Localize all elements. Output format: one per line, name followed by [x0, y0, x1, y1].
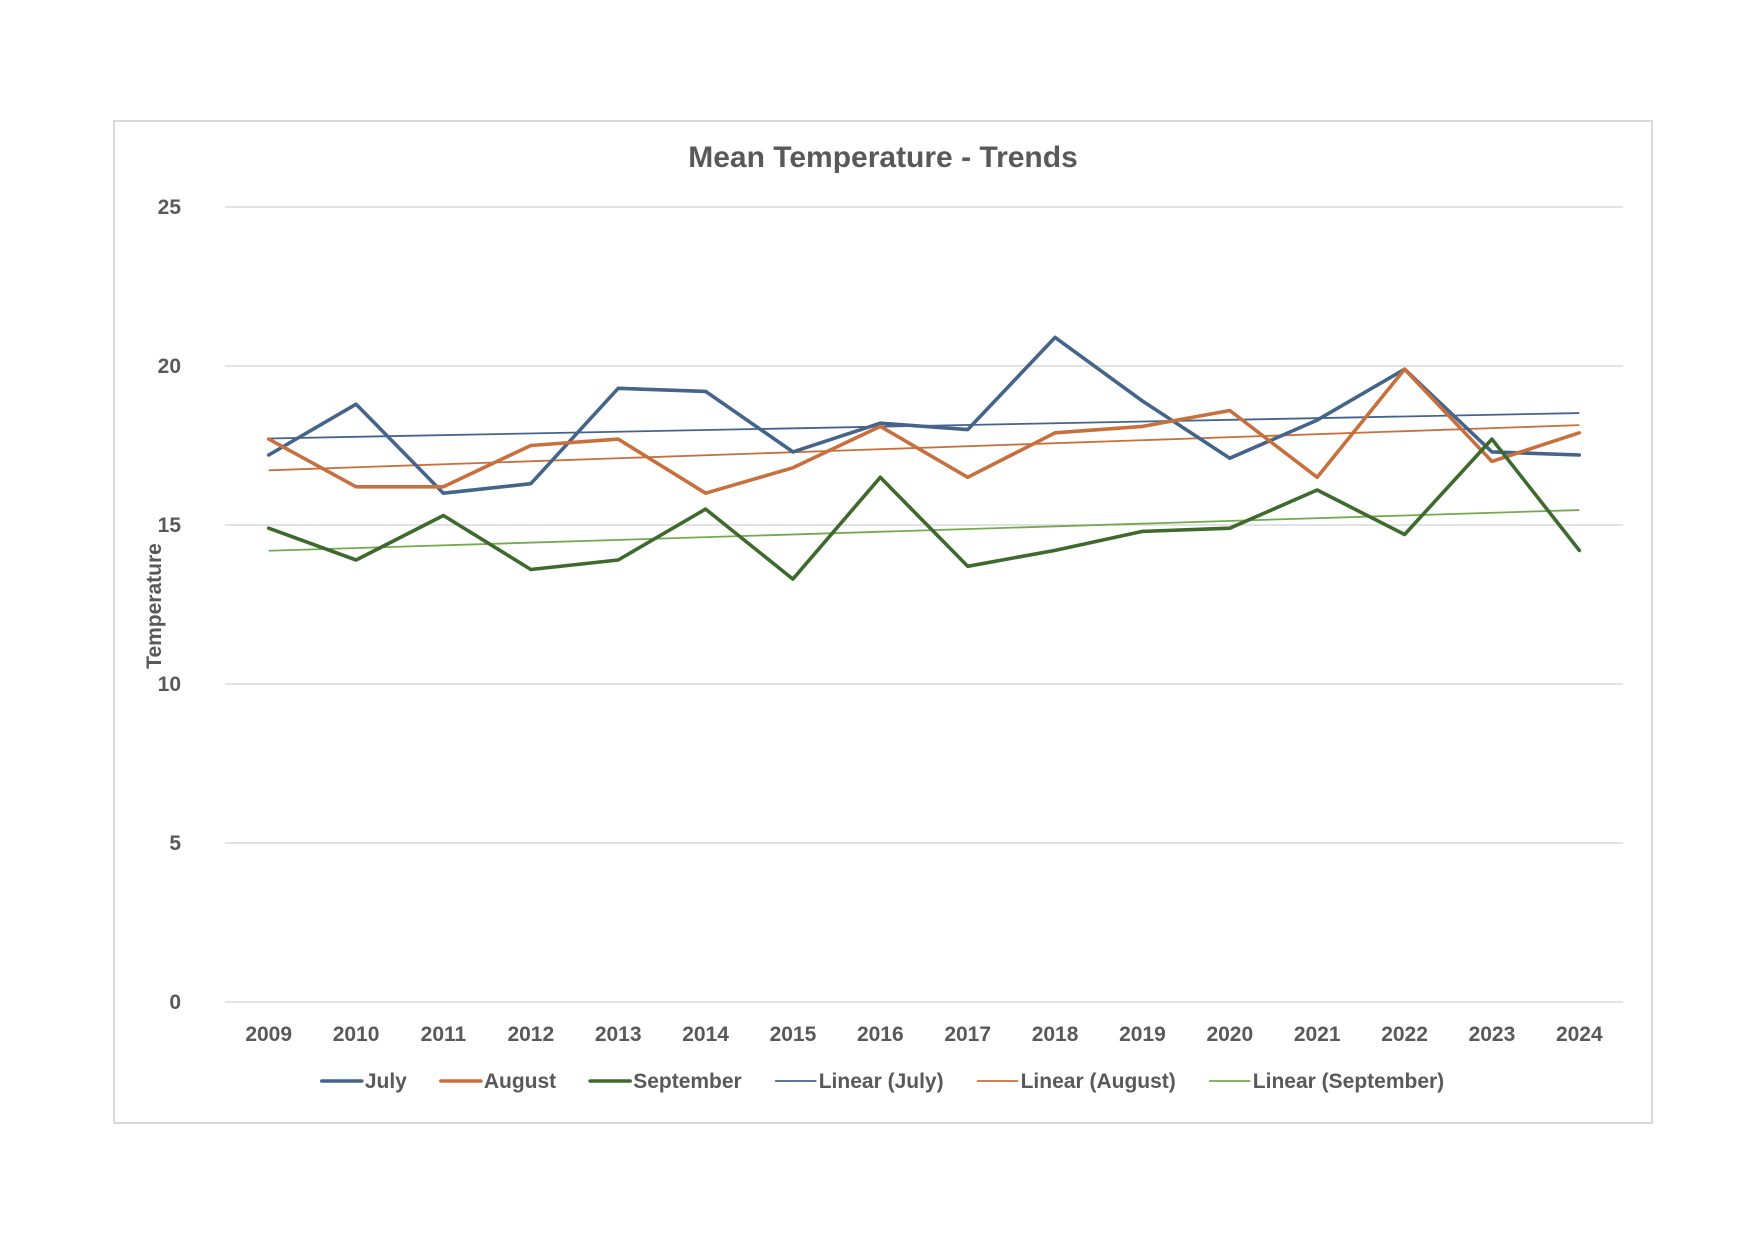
legend-item: July: [320, 1070, 407, 1093]
legend-label: August: [484, 1070, 556, 1093]
x-tick-label: 2016: [857, 1023, 904, 1046]
y-tick-label: 15: [158, 514, 182, 537]
trendline: [268, 424, 1580, 472]
legend-item: August: [439, 1070, 556, 1093]
legend-item: September: [588, 1070, 742, 1093]
legend: July August September Linear (July) Linear (…: [320, 1070, 1444, 1093]
chart-title: Mean Temperature - Trends: [688, 141, 1078, 174]
legend-item: Linear (July): [774, 1070, 944, 1093]
x-tick-label: 2015: [770, 1023, 817, 1046]
series-line: [266, 437, 1582, 581]
gridlines: [225, 206, 1623, 1003]
legend-item: Linear (September): [1208, 1070, 1444, 1093]
y-tick-label: 10: [158, 673, 181, 696]
x-tick-label: 2020: [1206, 1023, 1253, 1046]
series-line: [266, 367, 1582, 496]
legend-label: Linear (July): [819, 1070, 944, 1093]
legend-label: July: [365, 1070, 407, 1093]
x-tick-label: 2017: [944, 1023, 991, 1046]
chart-svg: Mean Temperature - Trends 0 5 10 15 20 25 200…: [143, 141, 1623, 1093]
legend-label: Linear (September): [1253, 1070, 1444, 1093]
x-tick-label: 2013: [595, 1023, 642, 1046]
x-tick-label: 2022: [1381, 1023, 1428, 1046]
x-tick-label: 2011: [421, 1023, 467, 1046]
x-axis-ticks: 2009 2010 2011 2012 2013 2014 2015 2016 2017 2018…: [245, 1023, 1603, 1046]
y-tick-label: 5: [169, 832, 181, 855]
x-tick-label: 2014: [682, 1023, 729, 1046]
x-tick-label: 2018: [1032, 1023, 1079, 1046]
y-axis-ticks: 0 5 10 15 20 25: [158, 196, 182, 1014]
x-tick-label: 2019: [1119, 1023, 1166, 1046]
y-tick-label: 0: [169, 991, 181, 1014]
legend-item: Linear (August): [976, 1070, 1176, 1093]
y-axis-title: Temperature: [143, 543, 166, 669]
y-tick-label: 25: [158, 196, 182, 219]
series-lines: [266, 335, 1582, 581]
x-tick-label: 2009: [245, 1023, 292, 1046]
x-tick-label: 2012: [507, 1023, 554, 1046]
legend-label: Linear (August): [1021, 1070, 1176, 1093]
x-tick-label: 2024: [1556, 1023, 1603, 1046]
x-tick-label: 2010: [333, 1023, 380, 1046]
legend-label: September: [633, 1070, 742, 1093]
chart-area: Mean Temperature - Trends 0 5 10 15 20 25 200…: [113, 120, 1653, 1124]
y-tick-label: 20: [158, 355, 181, 378]
series-line: [266, 335, 1582, 496]
x-tick-label: 2021: [1294, 1023, 1341, 1046]
x-tick-label: 2023: [1469, 1023, 1516, 1046]
